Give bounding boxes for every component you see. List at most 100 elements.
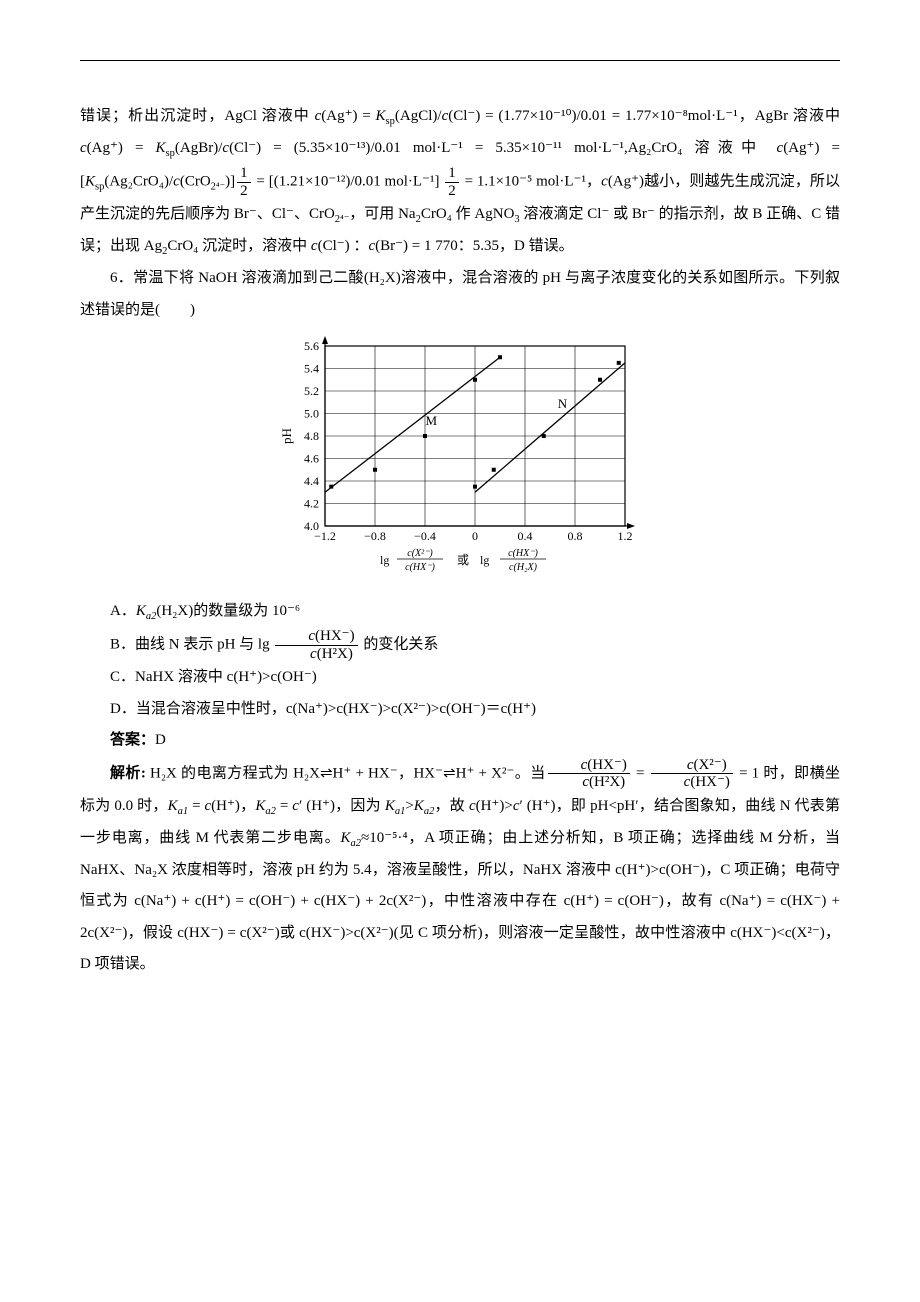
- t: = [(1.21×10⁻¹²)/0.01 mol·L⁻¹]: [253, 174, 444, 190]
- svg-text:M: M: [425, 413, 437, 428]
- t: = 1 770：5.35: [408, 238, 499, 254]
- svg-text:−0.8: −0.8: [364, 529, 386, 543]
- t: (Ag⁺) =: [321, 108, 375, 124]
- t: c: [513, 798, 520, 814]
- t: a2: [265, 806, 276, 817]
- svg-text:lg: lg: [380, 553, 389, 567]
- option-d: D．当混合溶液呈中性时，c(Na⁺)>c(HX⁻)>c(X²⁻)>c(OH⁻)＝…: [80, 694, 840, 726]
- svg-text:0.8: 0.8: [568, 529, 583, 543]
- answer-label: 答案：: [110, 732, 155, 748]
- svg-text:N: N: [558, 396, 568, 411]
- t: 6．常温下将 NaOH 溶液滴加到己二酸(H₂X)溶液中，混合溶液的 pH 与离…: [80, 270, 840, 318]
- top-rule: [80, 60, 840, 61]
- t: ,Ag₂CrO₄: [624, 140, 682, 156]
- explanation: 解析: H₂X 的电离方程式为 H₂X⇌H⁺ + HX⁻，HX⁻⇌H⁺ + X²…: [80, 757, 840, 981]
- svg-text:c(X²⁻): c(X²⁻): [407, 548, 433, 559]
- t: =: [188, 798, 204, 814]
- t: K: [385, 798, 395, 814]
- exp-label: 解析:: [110, 765, 150, 781]
- svg-text:c(H₂X): c(H₂X): [509, 562, 538, 573]
- svg-text:4.8: 4.8: [304, 429, 319, 443]
- t: (AgCl)/: [395, 108, 442, 124]
- t: ，可用 Na: [349, 206, 415, 222]
- t: )]: [225, 174, 235, 190]
- t: c: [601, 174, 608, 190]
- t: (CrO: [180, 174, 211, 190]
- svg-text:0: 0: [472, 529, 478, 543]
- t: c: [311, 238, 318, 254]
- question-6-stem: 6．常温下将 NaOH 溶液滴加到己二酸(H₂X)溶液中，混合溶液的 pH 与离…: [80, 263, 840, 326]
- frac-e1: c(HX⁻)c(H²X): [548, 757, 630, 791]
- t: c: [469, 798, 476, 814]
- t: 作 AgNO: [452, 206, 515, 222]
- t: K: [376, 108, 386, 124]
- t: (AgBr)/: [175, 140, 223, 156]
- svg-text:4.4: 4.4: [304, 474, 319, 488]
- svg-text:1.2: 1.2: [618, 529, 633, 543]
- t: 2: [445, 183, 459, 200]
- t: A．: [110, 603, 136, 619]
- t: 沉淀时，溶液中: [198, 238, 311, 254]
- t: (H⁺)，: [211, 798, 255, 814]
- t: (Ag⁺): [608, 174, 644, 190]
- t: CrO₄: [421, 206, 452, 222]
- t: K: [340, 830, 350, 846]
- frac-e2: c(X²⁻)c(HX⁻): [651, 757, 733, 791]
- t: a1: [395, 806, 406, 817]
- svg-text:c(HX⁻): c(HX⁻): [508, 548, 538, 559]
- svg-text:pH: pH: [279, 428, 294, 444]
- option-c: C．NaHX 溶液中 c(H⁺)>c(OH⁻): [80, 662, 840, 694]
- answer-value: D: [155, 732, 166, 748]
- t: c: [173, 174, 180, 190]
- t: ′ (H⁺)，因为: [299, 798, 385, 814]
- t: 错误；析出沉淀时，AgCl 溶液中: [80, 108, 315, 124]
- t: 1: [445, 165, 459, 183]
- t: (H₂X)的数量级为 10⁻⁶: [156, 603, 300, 619]
- t: (Cl⁻) = (5.35×10⁻¹³)/0.01 mol·L⁻¹ = 5.35…: [229, 140, 624, 156]
- t: C．NaHX 溶液中 c(H⁺)>c(OH⁻): [110, 669, 317, 685]
- t: c: [292, 798, 299, 814]
- t: sp: [95, 182, 104, 193]
- svg-text:或: 或: [457, 553, 469, 567]
- t: sp: [386, 116, 395, 127]
- t: K: [255, 798, 265, 814]
- t: ，故: [434, 798, 469, 814]
- t: c: [80, 140, 87, 156]
- t: (Ag₂CrO₄)/: [104, 174, 173, 190]
- svg-text:5.6: 5.6: [304, 339, 319, 353]
- t: 2⁴⁻: [335, 214, 349, 225]
- t: a2: [146, 611, 157, 622]
- chart-container: MN4.04.24.44.64.85.05.25.45.6pH−1.2−0.8−…: [80, 336, 840, 586]
- t: ，AgBr 溶液中: [738, 108, 840, 124]
- svg-text:−0.4: −0.4: [414, 529, 436, 543]
- t: 2: [237, 183, 251, 200]
- t: sp: [166, 148, 175, 159]
- t: a2: [350, 838, 361, 849]
- t: B．曲线 N 表示 pH 与 lg: [110, 637, 273, 653]
- svg-text:−1.2: −1.2: [314, 529, 336, 543]
- t: 1: [237, 165, 251, 183]
- t: = 1.1×10⁻⁵ mol·L⁻¹，: [461, 174, 601, 190]
- para-solution-5: 错误；析出沉淀时，AgCl 溶液中 c(Ag⁺) = Ksp(AgCl)/c(C…: [80, 101, 840, 263]
- t: 2⁴⁻: [211, 182, 225, 193]
- option-b: B．曲线 N 表示 pH 与 lg c(HX⁻)c(H²X) 的变化关系: [80, 628, 840, 662]
- t: (Cl⁻) = (1.77×10⁻¹⁰)/0.01 = 1.77×10⁻⁸mol…: [448, 108, 737, 124]
- svg-text:5.4: 5.4: [304, 362, 319, 376]
- svg-text:0.4: 0.4: [518, 529, 533, 543]
- t: D．当混合溶液呈中性时，c(Na⁺)>c(HX⁻)>c(X²⁻)>c(OH⁻)＝…: [110, 701, 536, 717]
- t: (Cl⁻) ：: [318, 238, 369, 254]
- option-a: A．Ka2(H₂X)的数量级为 10⁻⁶: [80, 596, 840, 628]
- t: ≈10⁻⁵·⁴，A 项正确；由上述分析知，B 项正确；选择曲线 M 分析，当 N…: [80, 830, 840, 973]
- svg-text:5.0: 5.0: [304, 407, 319, 421]
- t: (Br⁻): [375, 238, 408, 254]
- chart-figure: MN4.04.24.44.64.85.05.25.45.6pH−1.2−0.8−…: [270, 336, 650, 586]
- answer-line: 答案：D: [80, 725, 840, 757]
- svg-text:4.6: 4.6: [304, 452, 319, 466]
- frac-b: c(HX⁻)c(H²X): [275, 628, 357, 662]
- t: (H⁺)>: [476, 798, 513, 814]
- t: =: [276, 798, 292, 814]
- t: K: [168, 798, 178, 814]
- t: (Ag⁺) =: [87, 140, 156, 156]
- t: K: [136, 603, 146, 619]
- t: H₂X 的电离方程式为 H₂X⇌H⁺ + HX⁻，HX⁻⇌H⁺ + X²⁻。当: [150, 765, 546, 781]
